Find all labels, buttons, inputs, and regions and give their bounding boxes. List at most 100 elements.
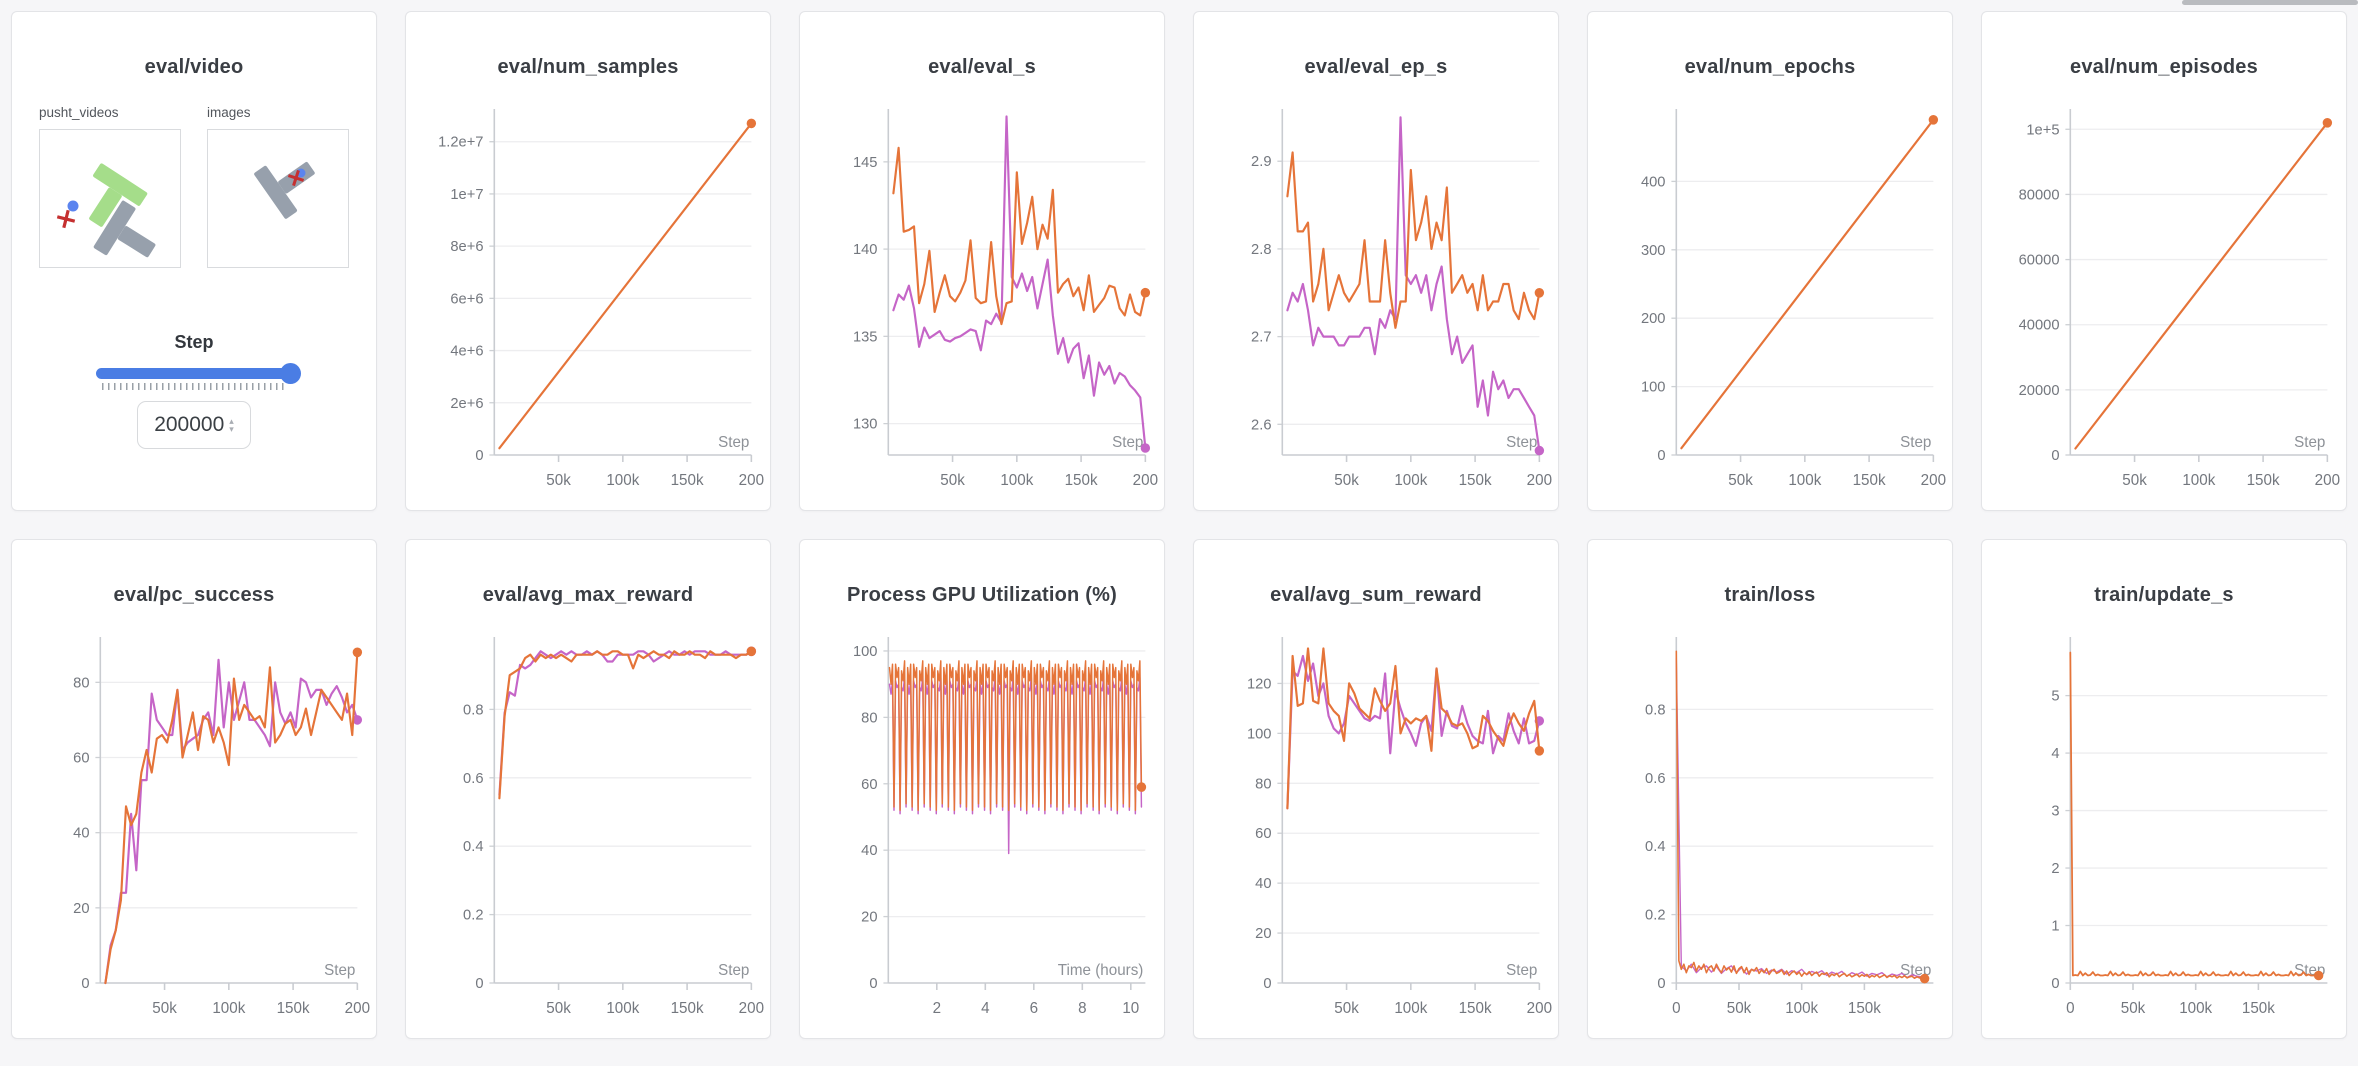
svg-text:100k: 100k xyxy=(2179,1000,2212,1017)
svg-text:300: 300 xyxy=(1641,243,1666,259)
svg-text:2.6: 2.6 xyxy=(1251,417,1271,433)
svg-text:120: 120 xyxy=(1247,676,1272,692)
line-chart-eval-eval-ep-s[interactable]: 2.6 2.7 2.8 2.9 50k 100k 150k 200 Step xyxy=(1194,99,1558,501)
step-slider-track[interactable] xyxy=(96,363,301,384)
svg-text:3: 3 xyxy=(2051,803,2059,819)
svg-text:Step: Step xyxy=(2294,434,2325,451)
step-number-input[interactable]: 200000 ▴ ▾ xyxy=(137,401,251,449)
svg-text:150k: 150k xyxy=(2242,1000,2275,1017)
svg-text:100: 100 xyxy=(853,644,878,660)
gray-t-block xyxy=(254,161,315,219)
svg-text:50k: 50k xyxy=(940,472,965,489)
panel-eval-eval-s: eval/eval_s 130 135 140 145 50k 100k 150k 200 St… xyxy=(799,11,1165,511)
svg-text:2: 2 xyxy=(2051,861,2059,877)
svg-text:20: 20 xyxy=(861,909,877,925)
panel-train-update-s: train/update_s 0 1 2 3 4 5 0 50k 100k 150k Step xyxy=(1981,539,2347,1039)
svg-text:50k: 50k xyxy=(1727,1000,1752,1017)
svg-text:150k: 150k xyxy=(2247,472,2280,489)
svg-text:200: 200 xyxy=(739,1000,764,1017)
svg-text:200: 200 xyxy=(1527,472,1552,489)
svg-text:0.2: 0.2 xyxy=(1645,907,1665,923)
media-label: images xyxy=(207,105,251,120)
panel-title: eval/num_episodes xyxy=(2070,56,2258,78)
svg-text:150k: 150k xyxy=(1459,1000,1492,1017)
svg-text:100k: 100k xyxy=(606,472,639,489)
svg-text:150k: 150k xyxy=(277,1000,310,1017)
svg-text:Step: Step xyxy=(1506,434,1537,451)
svg-text:50k: 50k xyxy=(2122,472,2147,489)
panel-title: eval/eval_ep_s xyxy=(1304,56,1448,78)
svg-text:1: 1 xyxy=(2051,918,2059,934)
panel-eval-video: eval/video pusht_videos xyxy=(11,11,377,511)
step-slider-thumb[interactable] xyxy=(280,363,301,384)
line-chart-eval-eval-s[interactable]: 130 135 140 145 50k 100k 150k 200 Step xyxy=(800,99,1164,501)
svg-text:0.8: 0.8 xyxy=(463,702,483,718)
svg-text:2.9: 2.9 xyxy=(1251,154,1271,170)
svg-text:0: 0 xyxy=(2066,1000,2074,1017)
svg-text:100k: 100k xyxy=(1394,472,1427,489)
decrement-icon[interactable]: ▾ xyxy=(229,424,234,434)
step-control: Step 200000 ▴ ▾ xyxy=(12,332,376,449)
panel-title: train/update_s xyxy=(2094,584,2234,606)
svg-text:40000: 40000 xyxy=(2019,318,2060,334)
line-chart-eval-num-samples[interactable]: 0 2e+6 4e+6 6e+6 8e+6 1e+7 1.2e+7 50k 100k 150k 20… xyxy=(406,99,770,501)
panel-title: eval/eval_s xyxy=(928,56,1036,78)
svg-text:0.2: 0.2 xyxy=(463,907,483,923)
svg-text:60000: 60000 xyxy=(2019,252,2060,268)
panel-title: eval/avg_max_reward xyxy=(482,584,694,606)
panel-title: train/loss xyxy=(1724,584,1816,606)
svg-text:60: 60 xyxy=(861,777,877,793)
svg-text:6e+6: 6e+6 xyxy=(450,291,483,307)
svg-text:50k: 50k xyxy=(1728,472,1753,489)
svg-text:8: 8 xyxy=(1078,1000,1086,1017)
increment-icon[interactable]: ▴ xyxy=(229,416,234,426)
svg-text:8e+6: 8e+6 xyxy=(450,239,483,255)
svg-text:0.6: 0.6 xyxy=(1645,771,1665,787)
svg-text:4e+6: 4e+6 xyxy=(450,343,483,359)
step-value: 200000 xyxy=(154,413,225,436)
svg-text:50k: 50k xyxy=(2121,1000,2146,1017)
panel-train-loss: train/loss 0 0.2 0.4 0.6 0.8 0 50k 100k 150k Step xyxy=(1587,539,1953,1039)
line-chart-eval-num-epochs[interactable]: 0 100 200 300 400 50k 100k 150k 200 Step xyxy=(1588,99,1952,501)
svg-text:0: 0 xyxy=(475,448,483,464)
svg-text:1e+5: 1e+5 xyxy=(2026,122,2059,138)
horizontal-scrollbar-thumb[interactable] xyxy=(2182,0,2358,5)
line-chart-eval-pc-success[interactable]: 0 20 40 60 80 50k 100k 150k 200 Step xyxy=(12,627,376,1029)
line-chart-eval-num-episodes[interactable]: 0 20000 40000 60000 80000 1e+5 50k 100k 150k 200 S… xyxy=(1982,99,2346,501)
svg-text:100k: 100k xyxy=(1000,472,1033,489)
svg-text:200: 200 xyxy=(2315,472,2340,489)
svg-text:Step: Step xyxy=(1900,434,1931,451)
svg-text:100k: 100k xyxy=(212,1000,245,1017)
svg-text:40: 40 xyxy=(861,843,877,859)
svg-text:100k: 100k xyxy=(1394,1000,1427,1017)
svg-text:2e+6: 2e+6 xyxy=(450,396,483,412)
svg-text:135: 135 xyxy=(853,329,878,345)
line-chart-eval-avg-max-reward[interactable]: 0 0.2 0.4 0.6 0.8 50k 100k 150k 200 Step xyxy=(406,627,770,1029)
svg-text:140: 140 xyxy=(853,242,878,258)
green-t-block xyxy=(89,163,148,227)
panel-title: eval/num_samples xyxy=(497,56,679,78)
video-thumbnail-pusht[interactable] xyxy=(39,129,181,268)
image-thumbnail[interactable] xyxy=(207,129,349,268)
panel-eval-eval-ep-s: eval/eval_ep_s 2.6 2.7 2.8 2.9 50k 100k 150k 20… xyxy=(1193,11,1559,511)
number-spinner: ▴ ▾ xyxy=(229,416,234,434)
panel-title: eval/pc_success xyxy=(113,584,275,606)
line-chart-gpu-utilization[interactable]: 0 20 40 60 80 100 2 4 6 8 10 Time (hours) xyxy=(800,627,1164,1029)
panel-eval-num-samples: eval/num_samples 0 2e+6 4e+6 6e+6 8e+6 1e+7 1.… xyxy=(405,11,771,511)
media-cell-images: images xyxy=(207,105,349,268)
svg-text:400: 400 xyxy=(1641,174,1666,190)
svg-text:0: 0 xyxy=(869,976,877,992)
svg-text:50k: 50k xyxy=(1334,1000,1359,1017)
panel-eval-avg-sum-reward: eval/avg_sum_reward 0 20 40 60 80 100 120 50k 10… xyxy=(1193,539,1559,1039)
svg-text:200: 200 xyxy=(1921,472,1946,489)
svg-text:60: 60 xyxy=(73,750,89,766)
line-chart-eval-avg-sum-reward[interactable]: 0 20 40 60 80 100 120 50k 100k 150k 200 Step xyxy=(1194,627,1558,1029)
svg-text:0.8: 0.8 xyxy=(1645,702,1665,718)
svg-text:0: 0 xyxy=(2051,976,2059,992)
media-row: pusht_videos xyxy=(12,105,376,268)
svg-text:20: 20 xyxy=(1255,926,1271,942)
svg-text:150k: 150k xyxy=(1853,472,1886,489)
